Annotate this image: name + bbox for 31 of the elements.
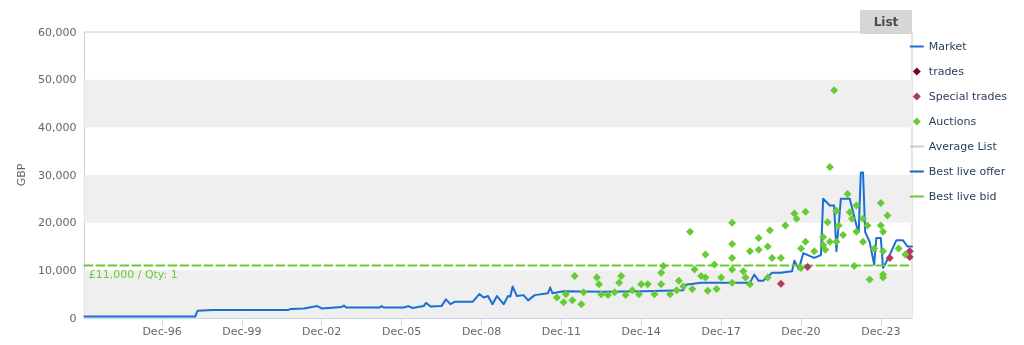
line-series: [83, 171, 913, 318]
annotation: £11,000 / Qty: 1: [88, 267, 178, 281]
y-axis-title: GBP: [15, 163, 28, 187]
x-tick-label: Dec-11: [541, 325, 581, 338]
x-tick-label: Dec-23: [861, 325, 901, 338]
x-tick-label: Dec-20: [781, 325, 821, 338]
y-tick-label: 10,000: [37, 263, 77, 277]
legend-label: Auctions: [928, 115, 977, 128]
x-tick-label: Dec-99: [222, 325, 262, 338]
point: [776, 279, 785, 288]
legend-label: Average List: [928, 140, 998, 153]
y-tick-label: 40,000: [37, 120, 77, 134]
y-tick-label: 0: [69, 311, 77, 325]
x-tick-label: Dec-08: [461, 325, 502, 338]
y-tick-label: 20,000: [37, 216, 77, 230]
x-tick-label: Dec-14: [621, 325, 661, 338]
legend-label: trades: [928, 65, 965, 78]
y-tick-label: 50,000: [37, 73, 77, 87]
x-tick-label: Dec-05: [381, 325, 422, 338]
y-tick-label: 30,000: [37, 168, 77, 182]
x-tick-label: Dec-96: [142, 325, 182, 338]
x-tick-label: Dec-17: [701, 325, 741, 338]
legend-label: Special trades: [928, 90, 1008, 103]
legend-label: Market: [928, 40, 968, 53]
x-tick-label: Dec-02: [302, 325, 342, 338]
legend-label: Best live bid: [928, 190, 997, 203]
point: [803, 263, 812, 271]
text: List: [873, 15, 899, 29]
legend-label: Best live offer: [928, 165, 1006, 178]
y-tick-label: 60,000: [37, 25, 77, 39]
point: [885, 253, 894, 262]
